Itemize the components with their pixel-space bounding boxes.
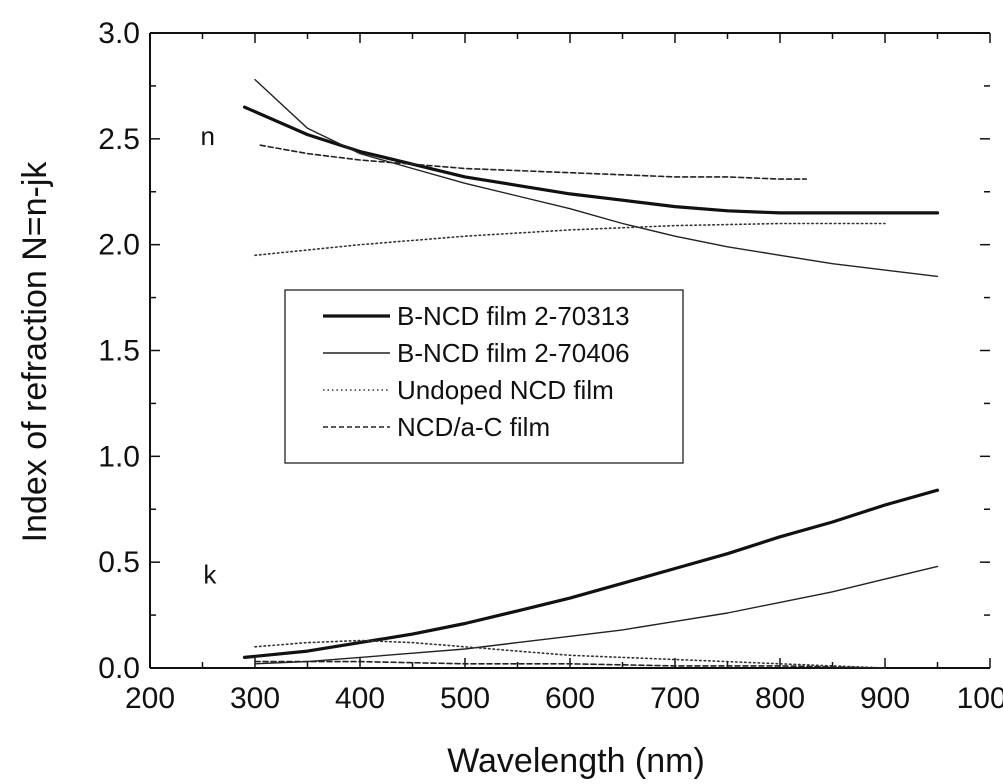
series-3-line-k <box>254 639 886 669</box>
series-3-line-n <box>254 222 886 257</box>
y-tick-label: 0.5 <box>98 546 140 579</box>
legend: B-NCD film 2-70313 B-NCD film 2-70406 Undo… <box>284 289 684 464</box>
series-1-line-n <box>242 105 940 215</box>
legend-label: Undoped NCD film <box>397 375 614 405</box>
legend-box <box>284 289 684 464</box>
x-tick-label: 300 <box>230 682 280 715</box>
legend-label: B-NCD film 2-70406 <box>397 338 630 368</box>
x-tick-label: 400 <box>335 682 385 715</box>
y-tick-label: 2.0 <box>98 229 140 262</box>
y-tick-label: 1.0 <box>98 440 140 473</box>
annotations: nk <box>201 121 218 589</box>
y-tick-label: 0.0 <box>98 652 140 685</box>
x-tick-label: 500 <box>440 682 490 715</box>
axis-ticks <box>149 32 991 669</box>
y-tick-label: 2.5 <box>98 123 140 156</box>
x-tick-label: 900 <box>860 682 910 715</box>
annotation-n: n <box>201 121 215 151</box>
x-tick-label: 200 <box>125 682 175 715</box>
series-2-line-n <box>254 78 939 278</box>
x-axis-title: Wavelength (nm) <box>447 742 705 780</box>
y-axis-title: Index of refraction N=n-jk <box>16 161 54 543</box>
series-4-line-k <box>254 660 886 669</box>
series-4-line-n <box>259 144 808 180</box>
y-tick-label: 3.0 <box>98 17 140 50</box>
annotation-k: k <box>203 559 217 589</box>
series-curves <box>242 78 940 669</box>
x-tick-label: 800 <box>755 682 805 715</box>
x-tick-label: 700 <box>650 682 700 715</box>
x-tick-label: 600 <box>545 682 595 715</box>
series-2-line-k <box>254 565 939 665</box>
y-tick-label: 1.5 <box>98 335 140 368</box>
legend-label: B-NCD film 2-70313 <box>397 301 630 331</box>
legend-label: NCD/a-C film <box>397 412 550 442</box>
series-1-line-k <box>242 488 940 660</box>
